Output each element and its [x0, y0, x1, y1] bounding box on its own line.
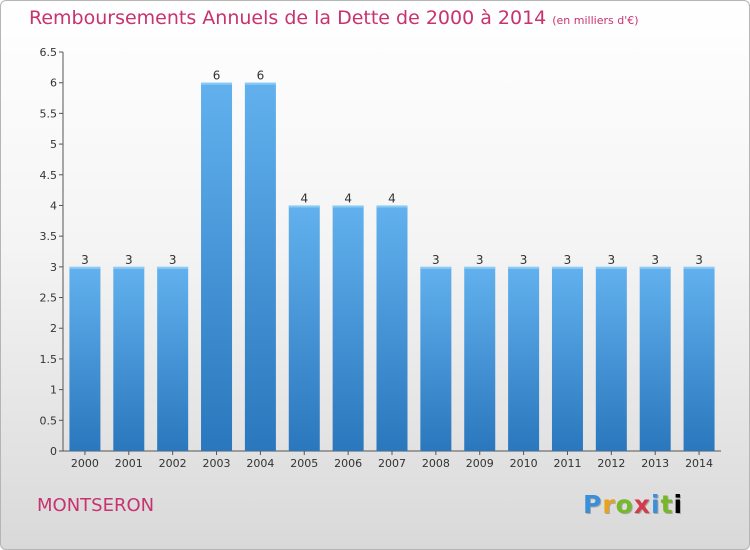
x-tick-label: 2014 [685, 457, 713, 470]
data-labels: 3 3 3 6 6 4 4 4 3 3 3 3 3 3 3 [81, 69, 703, 267]
logo-letter: x [633, 490, 651, 519]
bar-2001 [113, 266, 145, 451]
bar-2000 [69, 266, 101, 451]
x-tick-label: 2003 [203, 457, 231, 470]
logo-letter: r [602, 490, 616, 519]
x-tick-label: 2004 [246, 457, 274, 470]
bar-2013 [639, 266, 671, 451]
data-label: 3 [81, 253, 89, 267]
x-tick-label: 2005 [290, 457, 318, 470]
bar-highlight [376, 205, 408, 208]
bar-2006 [332, 205, 364, 451]
data-label: 6 [257, 69, 265, 83]
data-label: 3 [169, 253, 177, 267]
x-tick-label: 2001 [115, 457, 143, 470]
bar-2010 [508, 266, 540, 451]
logo-letter: o [615, 490, 634, 519]
bar-highlight [595, 266, 627, 269]
bar-highlight [639, 266, 671, 269]
bar-highlight [157, 266, 189, 269]
y-tick-label: 5 [50, 138, 57, 151]
data-label: 3 [125, 253, 133, 267]
x-tick-label: 2002 [159, 457, 187, 470]
x-tick-label: 2007 [378, 457, 406, 470]
logo-letter: i [651, 490, 661, 519]
y-tick-label: 3 [50, 261, 57, 274]
bar-highlight [420, 266, 452, 269]
proxiti-logo: Proxiti [583, 490, 683, 519]
x-tick-label: 2013 [641, 457, 669, 470]
data-label: 3 [432, 253, 440, 267]
y-tick-label: 2 [50, 322, 57, 335]
x-tick-label: 2010 [510, 457, 538, 470]
x-tick-label: 2008 [422, 457, 450, 470]
data-label: 3 [695, 253, 703, 267]
y-tick-label: 6.5 [40, 46, 58, 59]
x-tick-label: 2000 [71, 457, 99, 470]
bar-2002 [157, 266, 189, 451]
bar-highlight [332, 205, 364, 208]
bar-2008 [420, 266, 452, 451]
bar-2004 [244, 82, 276, 451]
data-label: 4 [388, 191, 396, 205]
y-tick-label: 0.5 [40, 414, 58, 427]
bar-highlight [551, 266, 583, 269]
data-label: 6 [213, 69, 221, 83]
y-tick-label: 6 [50, 77, 57, 90]
bar-2012 [595, 266, 627, 451]
x-tick-label: 2006 [334, 457, 362, 470]
bar-2007 [376, 205, 408, 451]
data-label: 3 [476, 253, 484, 267]
logo-letter: i [673, 490, 684, 519]
bar-2014 [683, 266, 715, 451]
bar-highlight [508, 266, 540, 269]
bar-highlight [288, 205, 320, 208]
bar-highlight [244, 82, 276, 85]
bars [69, 82, 715, 451]
bar-2009 [464, 266, 496, 451]
data-label: 3 [520, 253, 528, 267]
logo-letter: t [660, 490, 674, 519]
bar-highlight [201, 82, 233, 85]
bar-2011 [551, 266, 583, 451]
city-name: MONTSERON [37, 495, 155, 516]
bar-2005 [288, 205, 320, 451]
y-tick-label: 1 [50, 384, 57, 397]
chart-title: Remboursements Annuels de la Dette de 20… [29, 7, 639, 29]
y-tick-label: 0 [50, 445, 57, 458]
data-label: 3 [564, 253, 572, 267]
bar-highlight [69, 266, 101, 269]
y-tick-label: 1.5 [40, 353, 58, 366]
bar-highlight [113, 266, 145, 269]
data-label: 3 [608, 253, 616, 267]
logo-letter: P [583, 490, 603, 519]
x-tick-label: 2012 [597, 457, 625, 470]
chart-unit: (en milliers d'€) [552, 14, 639, 27]
y-tick-label: 4.5 [40, 169, 58, 182]
bar-highlight [683, 266, 715, 269]
y-tick-label: 4 [50, 199, 57, 212]
y-tick-label: 3.5 [40, 230, 58, 243]
x-tick-label: 2009 [466, 457, 494, 470]
data-label: 4 [300, 191, 308, 205]
x-tick-label: 2011 [553, 457, 581, 470]
y-tick-label: 2.5 [40, 292, 58, 305]
bar-highlight [464, 266, 496, 269]
bar-2003 [201, 82, 233, 451]
data-label: 4 [344, 191, 352, 205]
y-tick-label: 5.5 [40, 107, 58, 120]
data-label: 3 [651, 253, 659, 267]
